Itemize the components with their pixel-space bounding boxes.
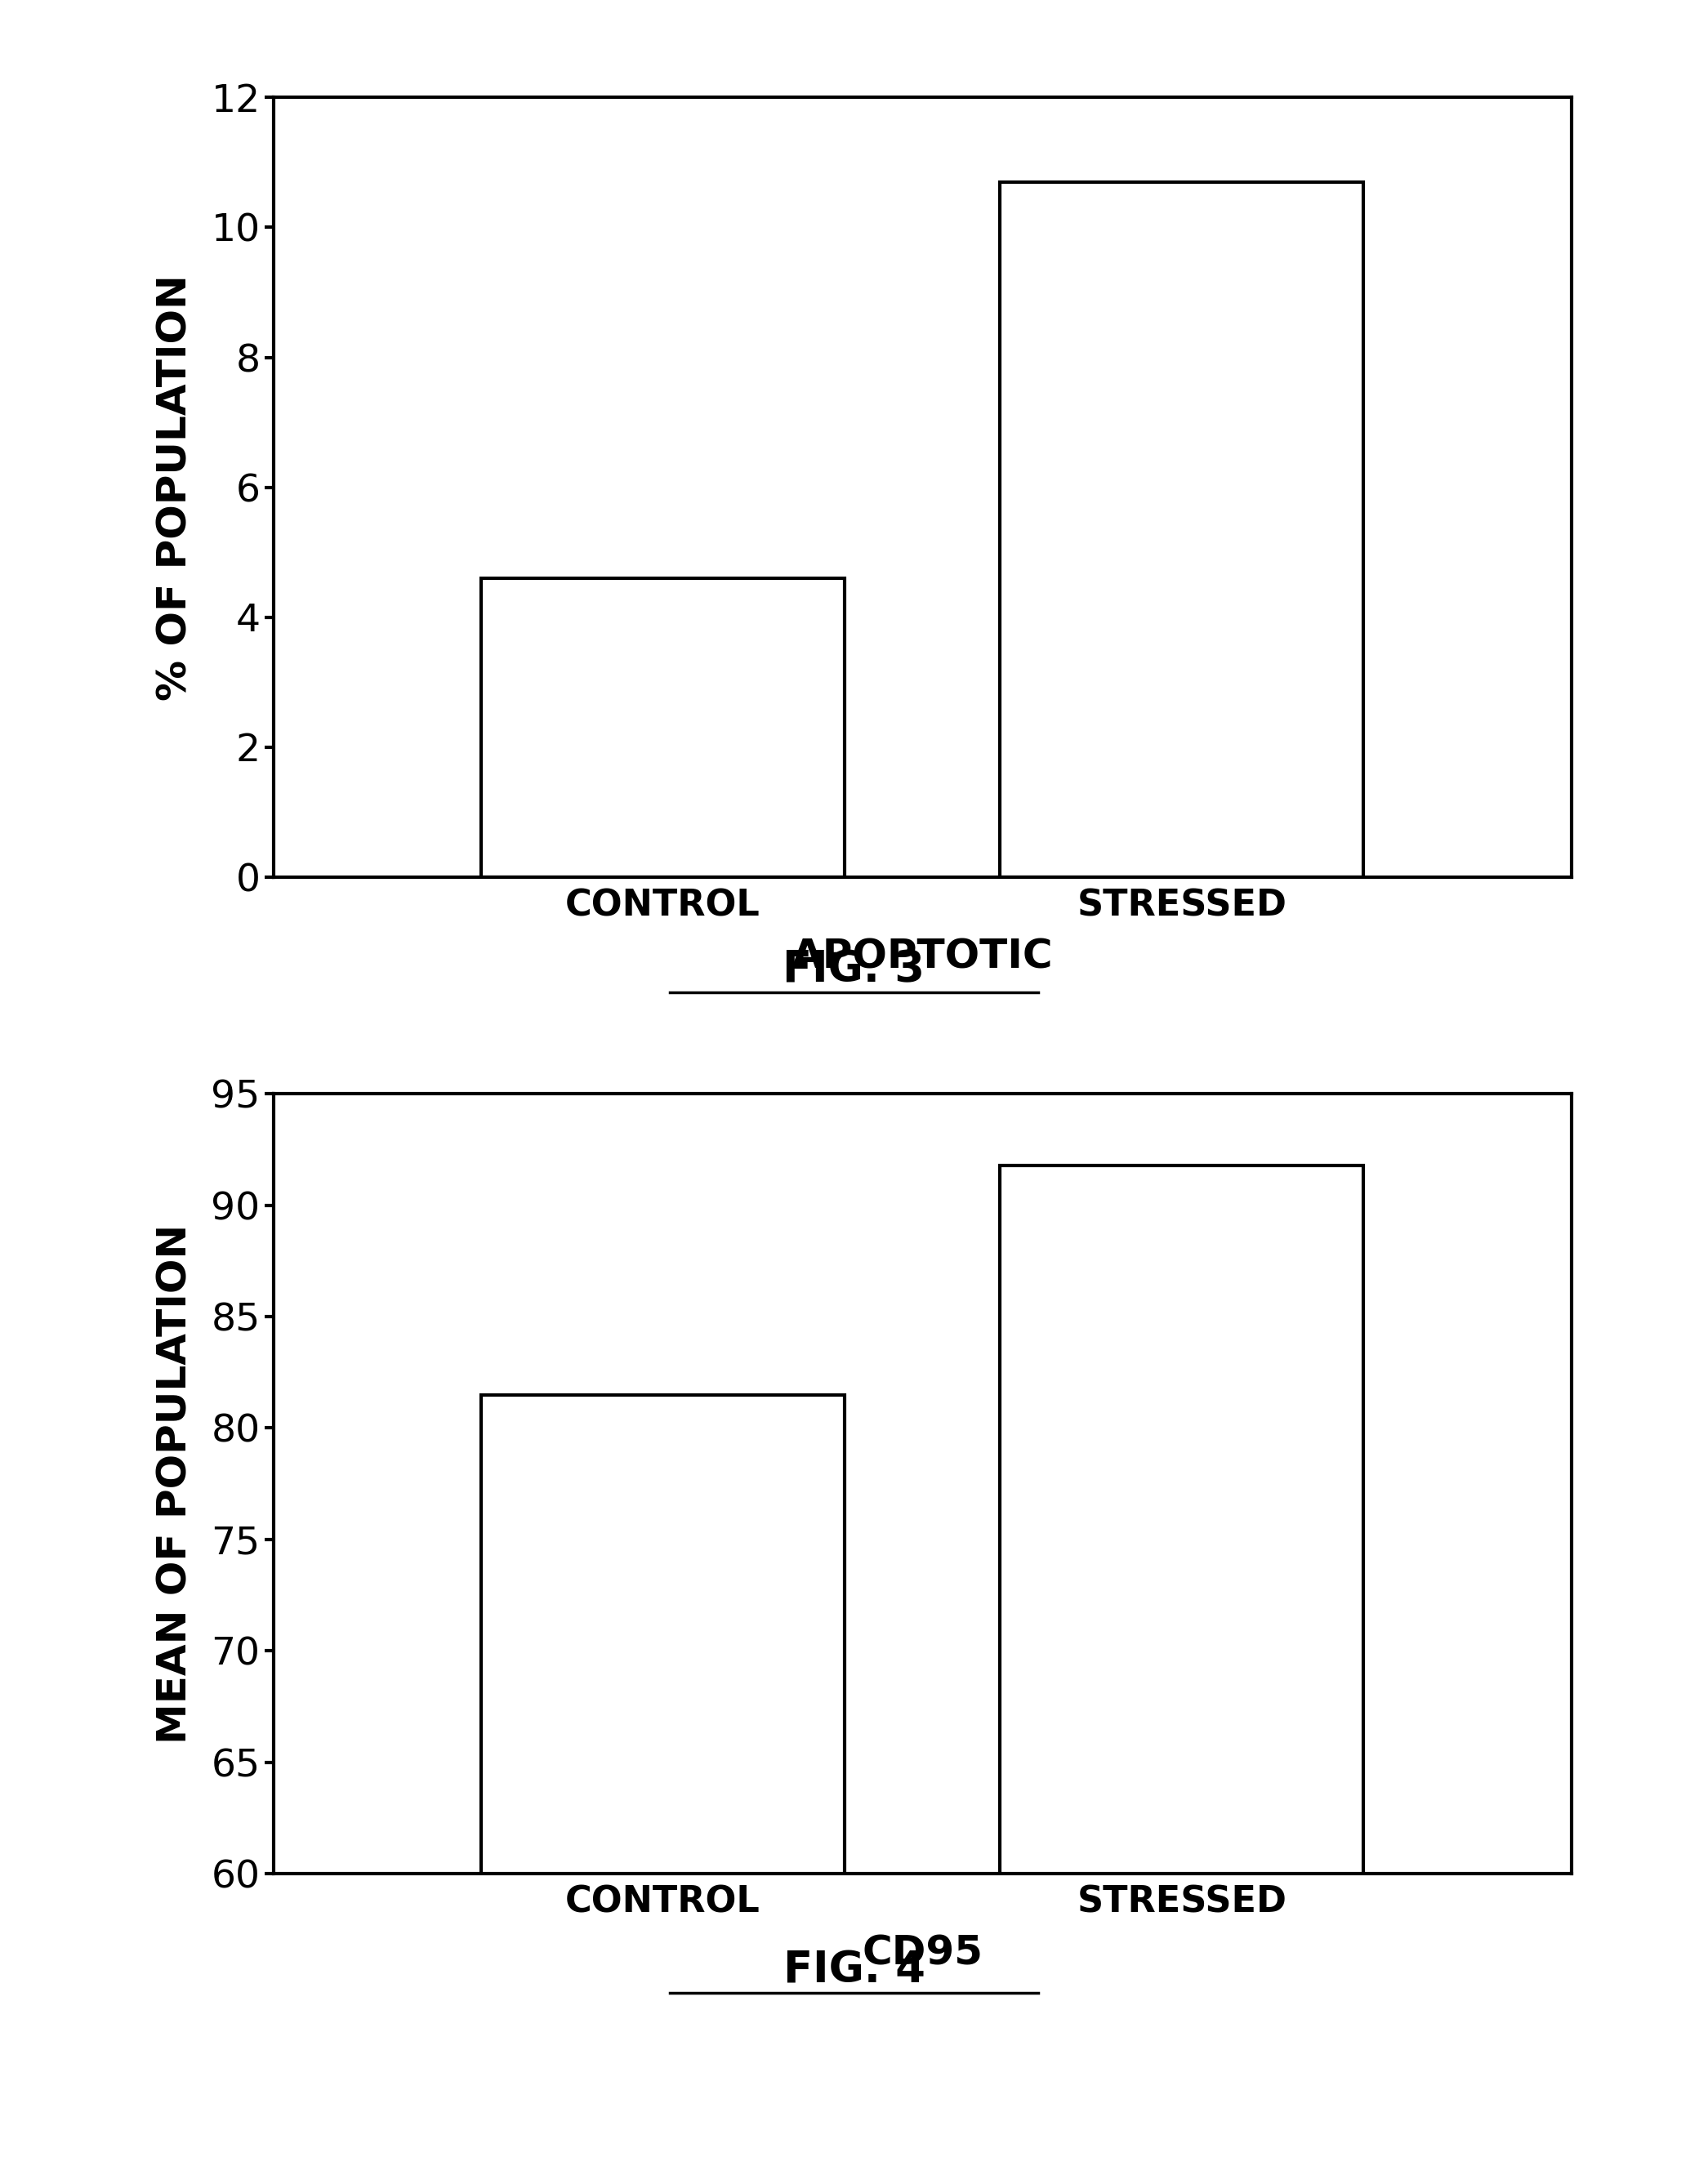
Bar [482, 1395, 844, 2166]
Bar [1001, 182, 1363, 877]
Text: FIG. 3: FIG. 3 [782, 949, 926, 992]
Y-axis label: % OF POPULATION: % OF POPULATION [155, 275, 195, 700]
Bar [482, 578, 844, 877]
X-axis label: APOPTOTIC: APOPTOTIC [791, 938, 1054, 977]
X-axis label: CD95: CD95 [863, 1934, 982, 1973]
Y-axis label: MEAN OF POPULATION: MEAN OF POPULATION [155, 1224, 195, 1744]
Text: FIG. 4: FIG. 4 [782, 1949, 926, 1993]
Bar [1001, 1165, 1363, 2166]
